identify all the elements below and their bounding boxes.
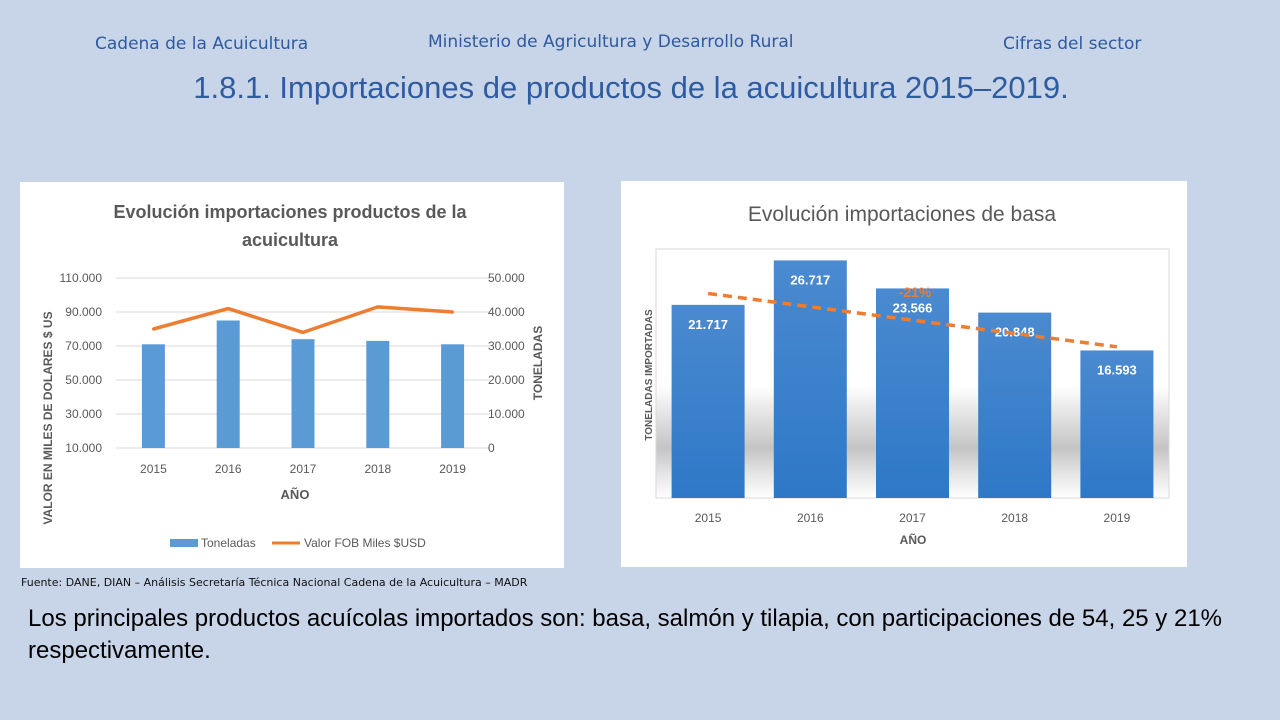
- chart1-bar-toneladas: [216, 320, 240, 448]
- chart-imports-svg: Evolución importaciones productos de la …: [41, 202, 545, 550]
- legend-bar-swatch: [170, 539, 198, 547]
- chart2-bar: [978, 312, 1052, 498]
- chart2-annotation: -21%: [899, 284, 932, 300]
- chart1-yright-tick: 50.000: [488, 271, 525, 285]
- chart2-xaxis-tick: 2017: [899, 511, 926, 525]
- chart1-bars: [141, 320, 465, 448]
- chart1-xaxis-tick: 2017: [290, 462, 317, 476]
- chart2-bar: [671, 304, 745, 498]
- chart2-xaxis-label: AÑO: [900, 532, 927, 547]
- chart1-line-series: [151, 305, 455, 335]
- chart1-line-point: [301, 330, 305, 334]
- chart2-xaxis-tick: 2016: [797, 511, 824, 525]
- chart1-yaxis-left-label: VALOR EN MILES DE DOLARES $ US: [41, 311, 55, 524]
- chart1-yright-tick: 10.000: [488, 407, 525, 421]
- chart-basa-svg: Evolución importaciones de basa 21.717 26…: [644, 203, 1170, 547]
- chart2-xaxis-tick: 2019: [1104, 511, 1131, 525]
- chart2-bar: [773, 260, 847, 498]
- chart2-title: Evolución importaciones de basa: [748, 203, 1057, 226]
- chart1-yleft-tick: 90.000: [65, 305, 102, 319]
- chart2-data-label: 16.593: [1097, 362, 1137, 377]
- chart1-yright-tick: 20.000: [488, 373, 525, 387]
- chart1-line-point: [451, 310, 455, 314]
- chart-imports-panel: Evolución importaciones productos de la …: [20, 182, 564, 568]
- chart1-yleft-tick: 10.000: [65, 441, 102, 455]
- chart1-yleft-tick: 70.000: [65, 339, 102, 353]
- chart1-yleft-tick: 30.000: [65, 407, 102, 421]
- source-note: Fuente: DANE, DIAN – Análisis Secretaría…: [21, 576, 528, 589]
- legend-bar-label: Toneladas: [201, 536, 256, 550]
- chart2-data-label: 20.848: [995, 325, 1035, 340]
- chart1-tick-labels: 10.000 30.000 50.000 70.000 90.000 110.000 0 10…: [60, 271, 526, 476]
- chart2-xaxis-tick: 2018: [1001, 511, 1028, 525]
- chart1-xaxis-tick: 2016: [215, 462, 242, 476]
- chart1-title-line2: acuicultura: [242, 230, 339, 250]
- chart1-yaxis-right-label: TONELADAS: [531, 326, 545, 400]
- chart1-yright-tick: 30.000: [488, 339, 525, 353]
- chart1-bar-toneladas: [441, 344, 465, 448]
- chart2-bar: [1080, 350, 1154, 498]
- body-text: Los principales productos acuícolas impo…: [28, 605, 1223, 664]
- header-left-text: Cadena de la Acuicultura: [95, 34, 309, 54]
- chart1-line-point: [376, 305, 380, 309]
- chart1-bar-toneladas: [291, 339, 315, 448]
- chart1-bar-toneladas: [141, 344, 165, 448]
- chart-basa-panel: Evolución importaciones de basa 21.717 26…: [621, 181, 1187, 567]
- chart2-tick-labels: 2015 2016 2017 2018 2019: [695, 511, 1131, 525]
- chart1-bar-toneladas: [366, 340, 390, 448]
- chart1-xaxis-tick: 2019: [439, 462, 466, 476]
- chart2-data-label: 21.717: [688, 317, 728, 332]
- chart1-yright-tick: 40.000: [488, 305, 525, 319]
- chart2-data-label: 23.566: [893, 300, 933, 315]
- chart2-yaxis-label: TONELADAS IMPORTADAS: [644, 309, 655, 441]
- chart1-line-valor-fob: [152, 305, 453, 335]
- chart2-bar: [876, 288, 949, 498]
- chart1-yright-tick: 0: [488, 441, 495, 455]
- chart1-yleft-tick: 110.000: [60, 271, 103, 285]
- legend-line-label: Valor FOB Miles $USD: [304, 536, 426, 550]
- chart2-trend-line: [707, 291, 1118, 349]
- chart1-line-point: [151, 327, 155, 331]
- chart1-xaxis-tick: 2015: [140, 462, 167, 476]
- header-right-text: Cifras del sector: [1003, 34, 1142, 54]
- chart2-trendline: [707, 291, 1118, 349]
- slide-title: 1.8.1. Importaciones de productos de la …: [193, 70, 1069, 105]
- chart1-xaxis-label: AÑO: [281, 487, 310, 502]
- chart1-title-line1: Evolución importaciones productos de la: [113, 202, 467, 222]
- chart1-yleft-tick: 50.000: [65, 373, 102, 387]
- chart2-xaxis-tick: 2015: [695, 511, 722, 525]
- chart1-xaxis-tick: 2018: [364, 462, 391, 476]
- chart2-bars: 21.717 26.717 23.566 20.848 16.593: [671, 260, 1154, 498]
- header-center-text: Ministerio de Agricultura y Desarrollo R…: [428, 32, 794, 52]
- chart1-line-point: [226, 307, 230, 311]
- chart2-data-label: 26.717: [790, 272, 830, 287]
